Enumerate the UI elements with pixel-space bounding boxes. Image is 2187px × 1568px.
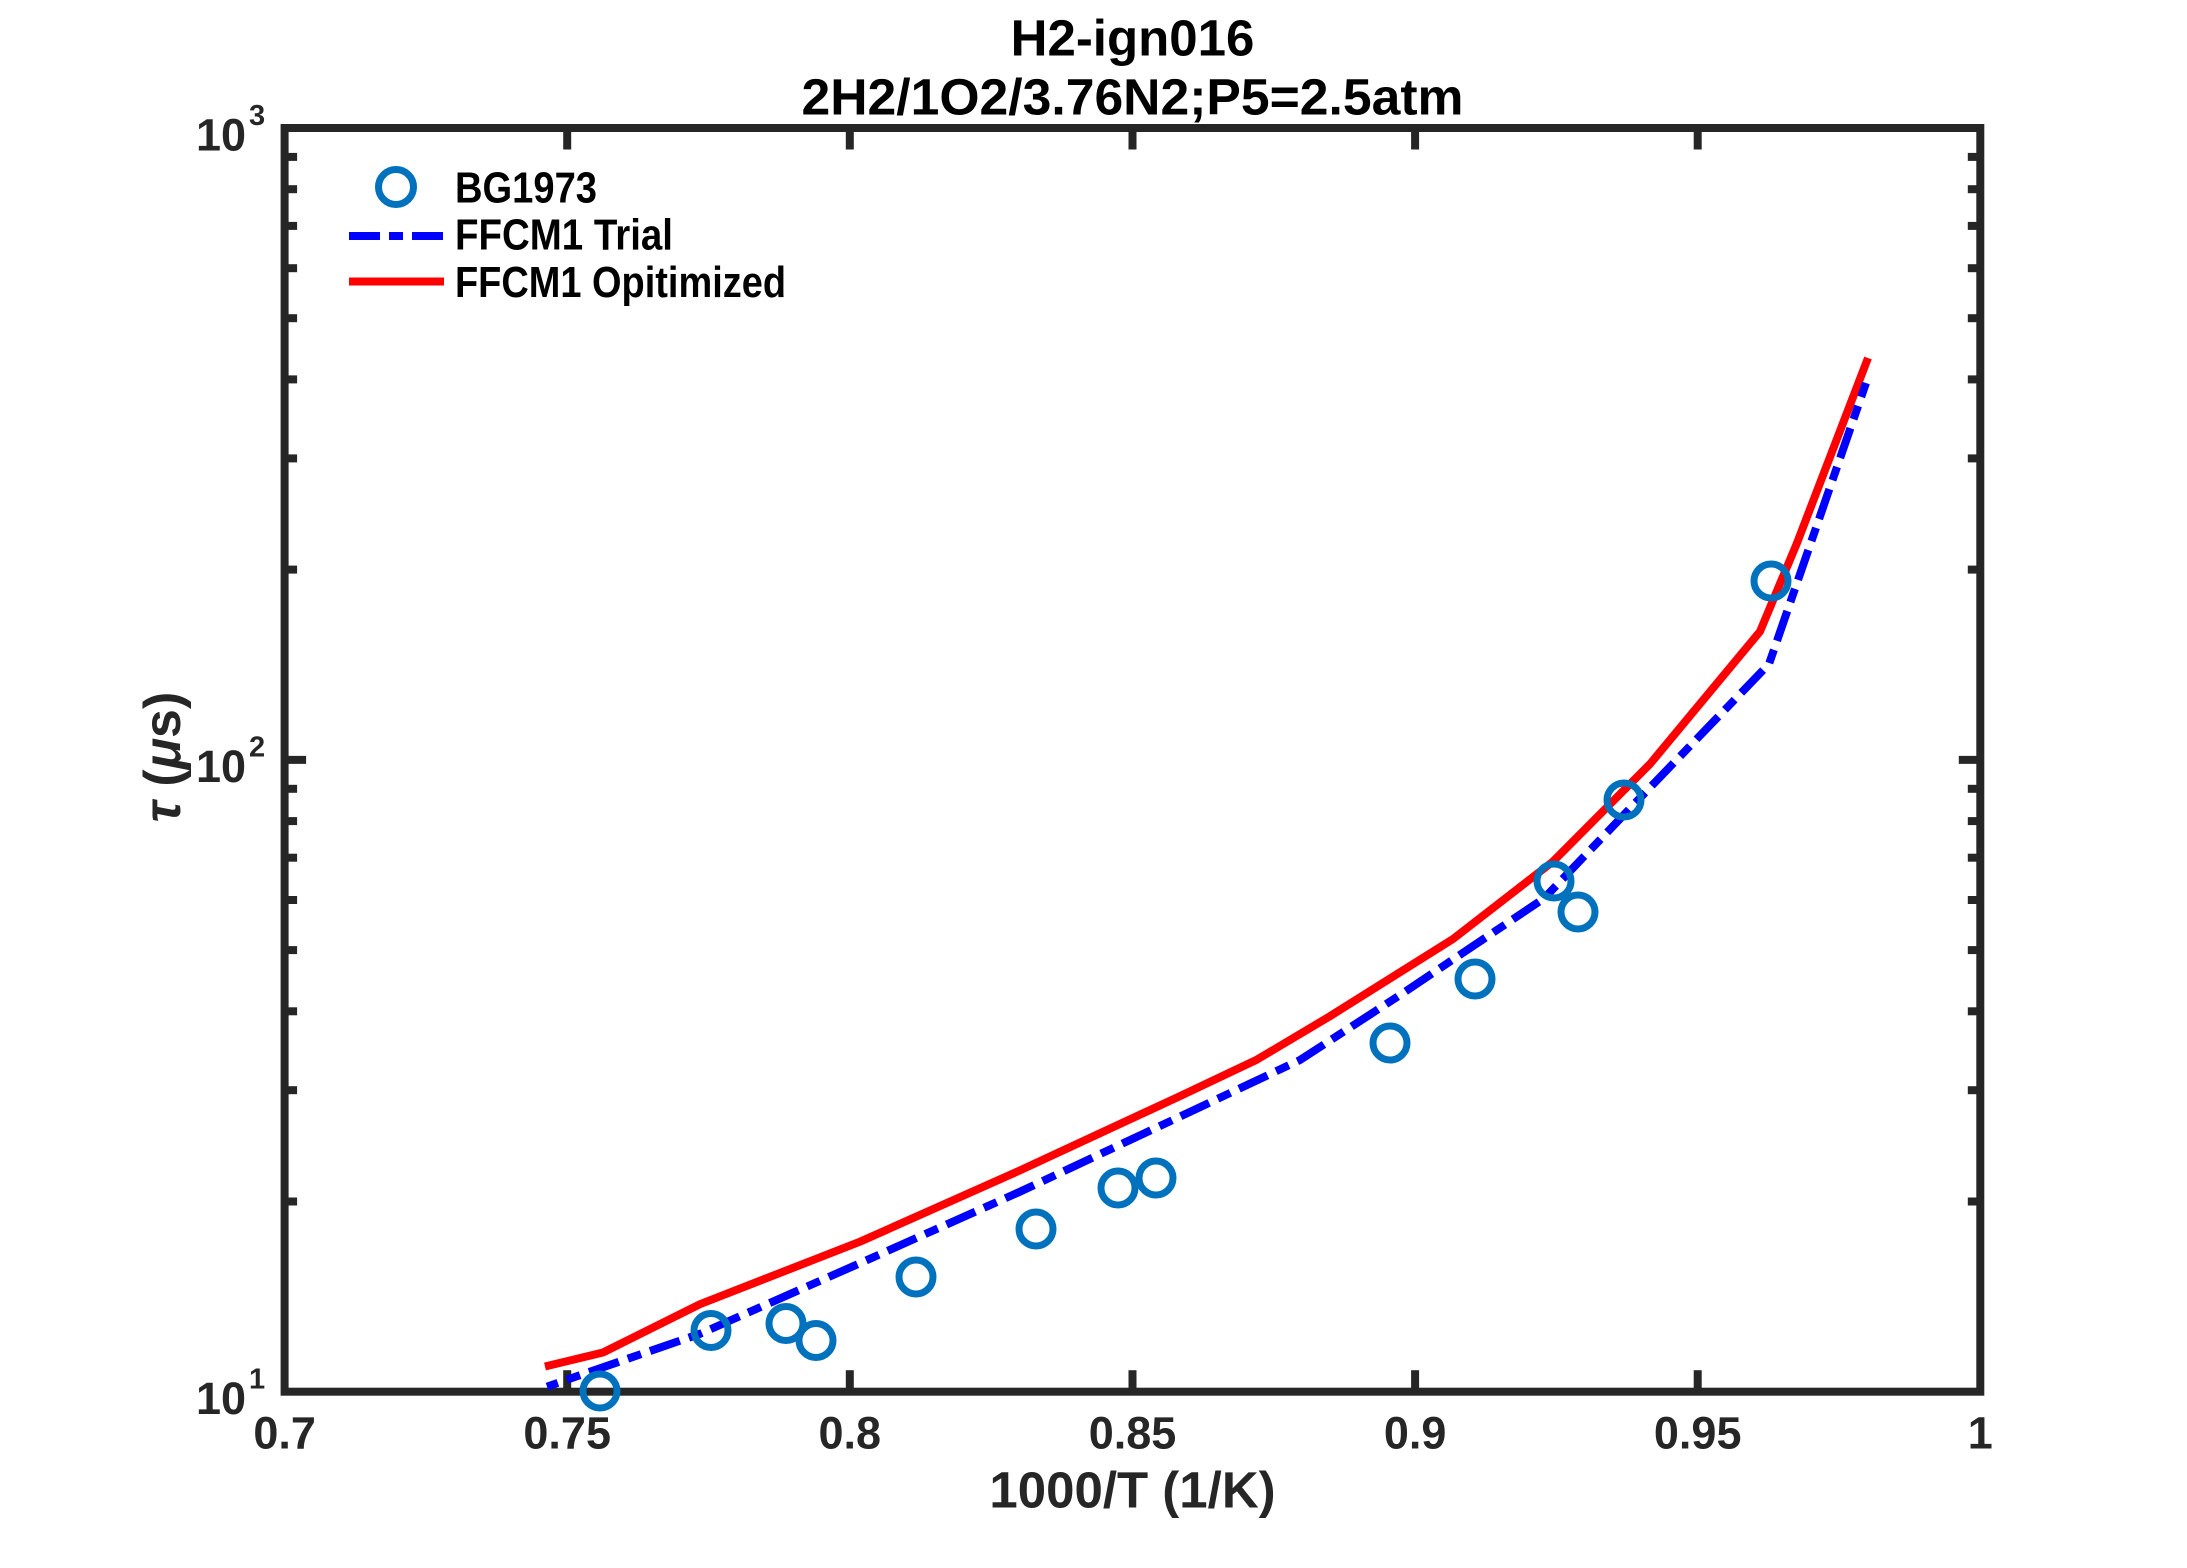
svg-text:0.9: 0.9 xyxy=(1384,1408,1447,1459)
svg-text:0.8: 0.8 xyxy=(819,1408,882,1459)
svg-text:0.85: 0.85 xyxy=(1089,1408,1177,1459)
svg-text:1000/T (1/K): 1000/T (1/K) xyxy=(989,1461,1275,1518)
svg-text:FFCM1 Opitimized: FFCM1 Opitimized xyxy=(455,258,786,307)
svg-text:H2-ign016: H2-ign016 xyxy=(1011,10,1255,67)
svg-text:FFCM1 Trial: FFCM1 Trial xyxy=(455,211,673,260)
svg-text:2H2/1O2/3.76N2;P5=2.5atm: 2H2/1O2/3.76N2;P5=2.5atm xyxy=(802,69,1464,126)
svg-text:1: 1 xyxy=(1968,1408,1993,1459)
svg-text:0.95: 0.95 xyxy=(1654,1408,1742,1459)
svg-text:BG1973: BG1973 xyxy=(455,164,597,213)
svg-text:2: 2 xyxy=(249,732,265,764)
svg-text:0.7: 0.7 xyxy=(253,1408,316,1459)
svg-text:10: 10 xyxy=(196,1373,246,1424)
svg-text:1: 1 xyxy=(249,1364,265,1396)
svg-text:0.75: 0.75 xyxy=(523,1408,611,1459)
svg-text:10: 10 xyxy=(196,109,246,160)
svg-text:τ (μs): τ (μs) xyxy=(134,692,192,823)
svg-text:3: 3 xyxy=(249,100,265,132)
svg-text:10: 10 xyxy=(196,741,246,792)
